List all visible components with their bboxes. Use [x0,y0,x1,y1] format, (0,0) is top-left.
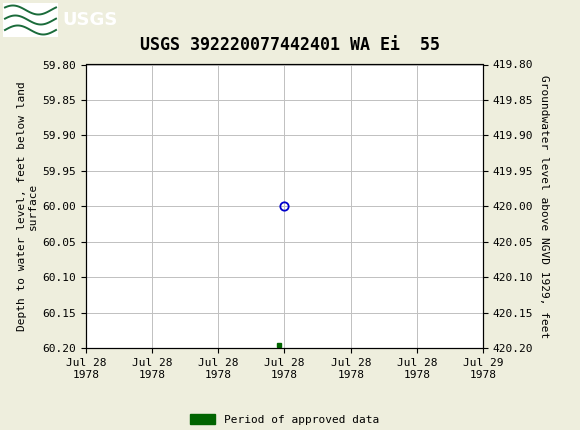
Bar [3,3,58,37]
Text: USGS: USGS [62,11,117,29]
Legend: Period of approved data: Period of approved data [186,410,383,429]
Text: USGS 392220077442401 WA Ei  55: USGS 392220077442401 WA Ei 55 [140,36,440,54]
Y-axis label: Depth to water level, feet below land
surface: Depth to water level, feet below land su… [17,82,38,331]
Y-axis label: Groundwater level above NGVD 1929, feet: Groundwater level above NGVD 1929, feet [539,75,549,338]
